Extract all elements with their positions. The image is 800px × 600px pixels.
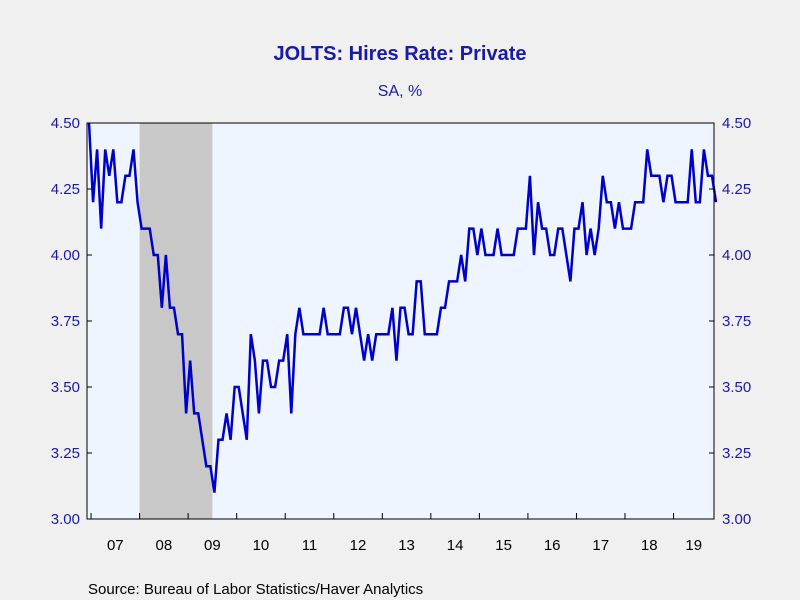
y-tick-label-right: 4.50 (722, 115, 751, 132)
x-tick-label: 11 (302, 537, 318, 554)
series-line (87, 122, 718, 493)
y-tick-label-right: 3.50 (722, 379, 751, 396)
y-tick-label-right: 4.25 (722, 181, 751, 198)
chart-title: JOLTS: Hires Rate: Private (273, 43, 526, 65)
y-tick-label-left: 3.50 (51, 379, 80, 396)
x-tick-label: 16 (544, 537, 561, 554)
x-tick-label: 17 (592, 537, 609, 554)
x-tick-label: 19 (685, 537, 702, 554)
y-tick-label-left: 4.50 (51, 115, 80, 132)
y-tick-label-right: 3.25 (722, 445, 751, 462)
x-tick-label: 12 (350, 537, 367, 554)
y-tick-label-left: 4.25 (51, 181, 80, 198)
x-tick-label: 09 (204, 537, 221, 554)
x-axis: 07 08 09 10 11 12 13 14 15 16 17 18 19 (90, 513, 702, 554)
y-tick-label-right: 3.75 (722, 313, 751, 330)
y-tick-label-left: 3.25 (51, 445, 80, 462)
y-axis-right: 3.00 3.25 3.50 3.75 4.00 4.25 4.50 (709, 115, 751, 528)
series-line-layer (87, 122, 718, 493)
y-tick-label-left: 4.00 (51, 247, 80, 264)
y-tick-label-left: 3.00 (51, 511, 80, 528)
x-tick-label: 10 (253, 537, 270, 554)
y-tick-label-right: 4.00 (722, 247, 751, 264)
x-tick-label: 18 (641, 537, 658, 554)
x-tick-label: 08 (156, 537, 173, 554)
source-note: Source: Bureau of Labor Statistics/Haver… (88, 581, 423, 598)
y-tick-label-left: 3.75 (51, 313, 80, 330)
x-tick-label: 14 (447, 537, 464, 554)
x-tick-label: 13 (398, 537, 415, 554)
y-axis-left: 3.00 3.25 3.50 3.75 4.00 4.25 4.50 (51, 115, 92, 528)
chart-subtitle: SA, % (378, 83, 422, 100)
x-tick-label: 07 (107, 537, 124, 554)
x-tick-label: 15 (495, 537, 512, 554)
y-tick-label-right: 3.00 (722, 511, 751, 528)
